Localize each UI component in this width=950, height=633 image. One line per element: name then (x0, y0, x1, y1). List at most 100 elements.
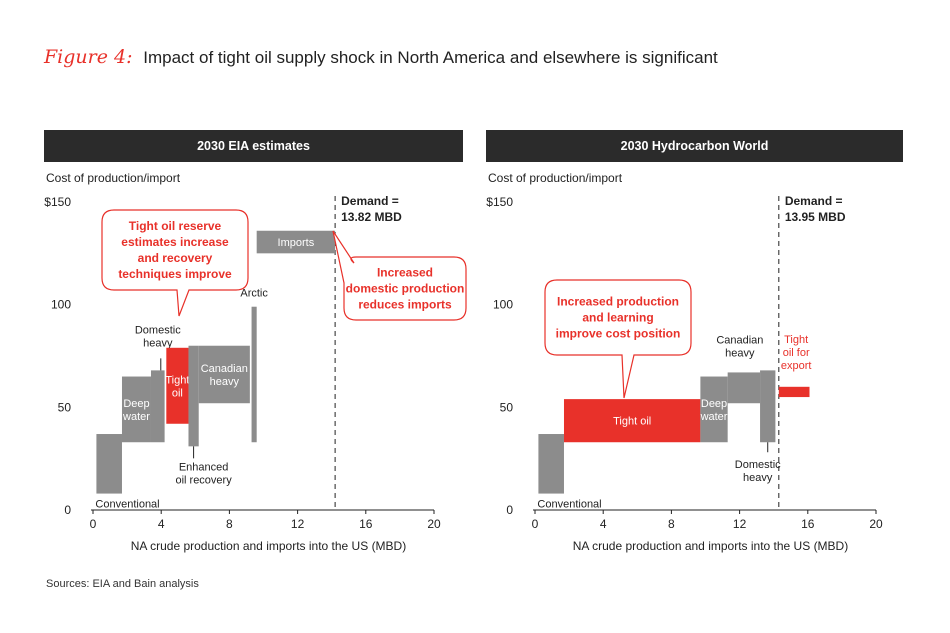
callout-text-line: Increased (377, 266, 433, 280)
callout-bubble (332, 230, 467, 321)
demand-value: 13.95 MBD (785, 210, 846, 224)
bar-label-line: oil for (783, 347, 810, 359)
bar-domestic-heavy (150, 370, 165, 443)
y-tick-label: 100 (493, 298, 513, 312)
y-tick-label: 50 (58, 400, 72, 414)
bar-label-line: oil (172, 387, 183, 399)
y-tick-label: 100 (51, 298, 71, 312)
panel-header: 2030 EIA estimates (44, 130, 463, 162)
bar-label: Tight oil for export (781, 334, 812, 372)
y-axis-label: Cost of production/import (46, 171, 181, 185)
bar-label: Deep water (122, 398, 150, 423)
bar-label-line: Domestic (735, 459, 781, 471)
callout-text: Increased domestic production reduces impo… (346, 266, 465, 312)
bar-label: Canadian heavy (201, 363, 248, 388)
bar-label: Conventional (95, 499, 159, 511)
bar-label: Tight oil (165, 374, 189, 399)
bar-label: Deep water (700, 398, 728, 423)
y-tick-label: 50 (500, 400, 514, 414)
chart-eia: Cost of production/import 0 50 100 $150 0 4 8 12… (44, 171, 467, 553)
panel-header: 2030 Hydrocarbon World (486, 130, 903, 162)
bar-label-line: Tight (165, 374, 189, 386)
bar-label: Tight oil (613, 416, 651, 428)
bar-conventional (96, 434, 122, 494)
bar-label-line: Enhanced (179, 461, 229, 473)
bar-label-line: Domestic (135, 324, 181, 336)
callout-text: Tight oil reserve estimates increase and r… (118, 219, 232, 281)
bar-tight-oil (563, 399, 701, 443)
bar-label: Imports (278, 237, 315, 249)
bar-domestic-heavy (760, 370, 776, 443)
bar-label-line: heavy (743, 472, 773, 484)
x-axis-label: NA crude production and imports into the… (573, 539, 848, 553)
bar-label-line: Conventional (95, 499, 159, 511)
demand-label: Demand = (785, 194, 843, 208)
x-tick-label: 20 (427, 517, 441, 531)
bar-label-line: Arctic (240, 288, 268, 300)
bar-label-line: heavy (143, 337, 173, 349)
bar-label: Domestic heavy (735, 459, 781, 484)
x-tick-label: 4 (158, 517, 165, 531)
bar-label-line: Tight (784, 334, 808, 346)
bar-imports (256, 230, 336, 254)
bar-label-line: Imports (278, 237, 315, 249)
callout-text-line: techniques improve (118, 267, 232, 281)
bar-label: Arctic (240, 288, 268, 300)
callout-text-line: and learning (582, 311, 653, 325)
demand-value: 13.82 MBD (341, 210, 402, 224)
bar-label: Canadian heavy (716, 334, 763, 359)
bar-label-line: water (122, 411, 150, 423)
bar-enhanced-oil-recovery (188, 345, 199, 447)
callout-text-line: Tight oil reserve (129, 219, 222, 233)
bar-label-line: water (700, 411, 728, 423)
bar-conventional (538, 434, 564, 494)
y-tick-label: $150 (486, 195, 513, 209)
callout-bubble (101, 209, 249, 317)
bar-label-line: Deep (123, 398, 149, 410)
bar-label-line: export (781, 360, 812, 372)
y-tick-label: $150 (44, 195, 71, 209)
bar-label-line: Deep (701, 398, 727, 410)
bar-label: Domestic heavy (135, 324, 181, 349)
sources-note: Sources: EIA and Bain analysis (46, 578, 199, 590)
x-tick-label: 12 (733, 517, 747, 531)
y-axis-label: Cost of production/import (488, 171, 623, 185)
bar-label-line: Conventional (537, 499, 601, 511)
x-tick-label: 4 (600, 517, 607, 531)
bar-tight-oil-for-export (778, 386, 810, 398)
callout-text-line: improve cost position (556, 327, 681, 341)
bar-deep-water (700, 376, 728, 443)
y-tick-label: 0 (64, 503, 71, 517)
callout-text-line: estimates increase (121, 235, 229, 249)
x-tick-label: 8 (226, 517, 233, 531)
bar-deep-water (121, 376, 151, 443)
bar-label-line: Tight oil (613, 416, 651, 428)
x-tick-label: 12 (291, 517, 305, 531)
bar-label-line: heavy (210, 376, 240, 388)
x-tick-label: 0 (90, 517, 97, 531)
callout-text-line: and recovery (138, 251, 213, 265)
bar-arctic (251, 306, 257, 443)
callout-text-line: reduces imports (358, 298, 452, 312)
callout-text: Increased production and learning improve … (556, 295, 681, 341)
bar-tight-oil (166, 347, 189, 424)
chart-panel-eia: 2030 EIA estimates Cost of production/im… (44, 130, 514, 560)
y-tick-label: 0 (506, 503, 513, 517)
chart-panel-hydrocarbon: 2030 Hydrocarbon World Cost of productio… (486, 130, 950, 560)
bar-label-line: heavy (725, 347, 755, 359)
bar-label-line: Canadian (716, 334, 763, 346)
x-tick-label: 20 (869, 517, 883, 531)
figure-title: Figure 4: Impact of tight oil supply sho… (44, 46, 718, 68)
x-tick-label: 16 (359, 517, 373, 531)
bar-canadian-heavy (198, 345, 250, 404)
callout-text-line: domestic production (346, 282, 465, 296)
figure-title-text: Impact of tight oil supply shock in Nort… (143, 48, 718, 67)
bar-label: Conventional (537, 499, 601, 511)
x-tick-label: 0 (532, 517, 539, 531)
bar-canadian-heavy (727, 372, 761, 404)
x-tick-label: 8 (668, 517, 675, 531)
bar-label: Enhanced oil recovery (175, 461, 232, 486)
callout-bubble (544, 279, 692, 399)
x-tick-label: 16 (801, 517, 815, 531)
demand-label: Demand = (341, 194, 399, 208)
